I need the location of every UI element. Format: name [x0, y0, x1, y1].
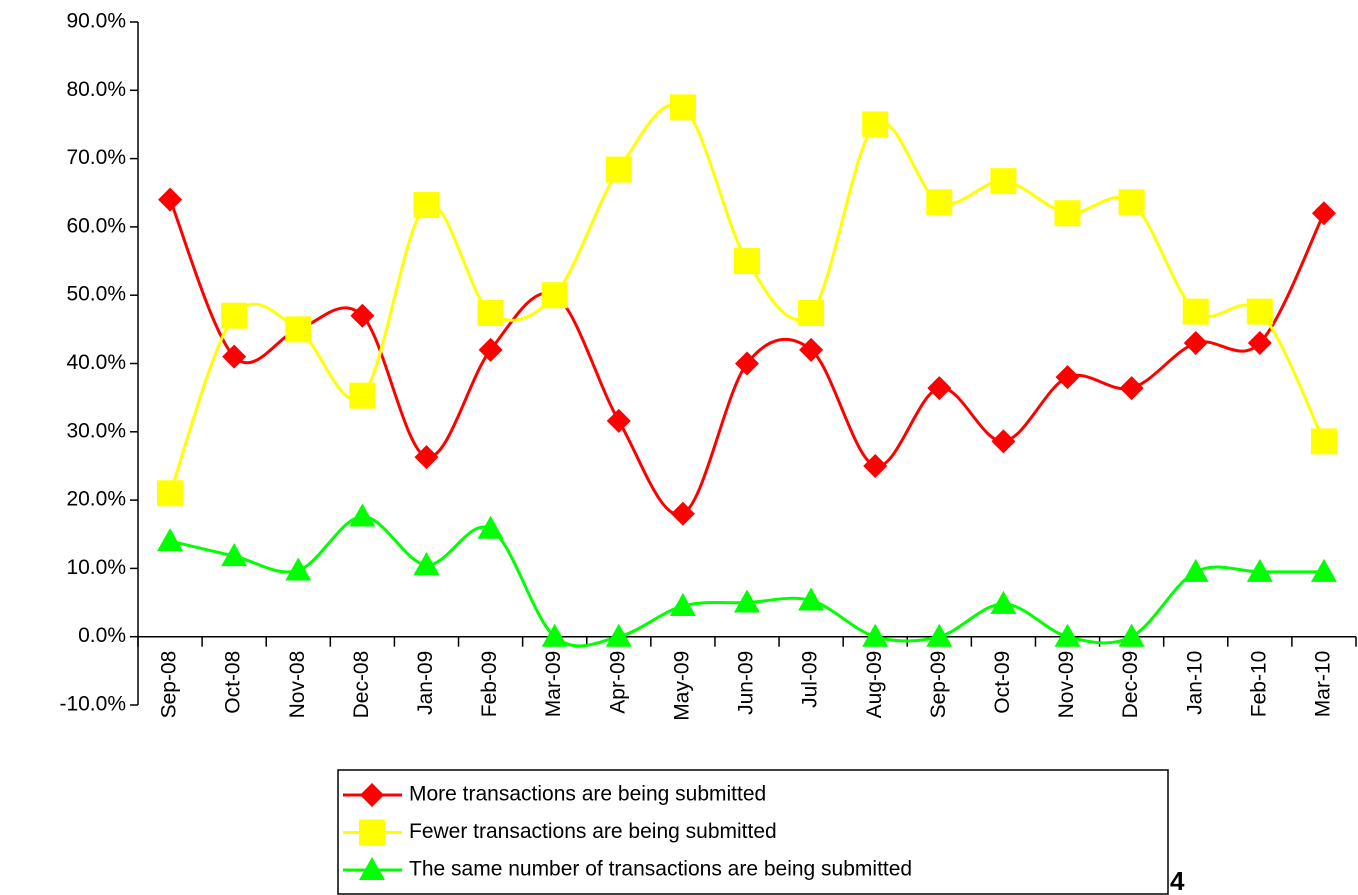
data-point — [222, 344, 247, 369]
data-point — [1311, 201, 1336, 226]
legend-marker — [359, 819, 385, 846]
legend-marker — [360, 783, 384, 807]
data-point — [1054, 623, 1081, 647]
data-point — [221, 302, 248, 329]
legend-box — [337, 769, 1169, 895]
data-point — [1182, 298, 1209, 325]
y-tick-label: 30.0% — [66, 419, 126, 442]
x-tick-label: Sep-09 — [927, 651, 950, 719]
data-point — [413, 192, 440, 219]
x-tick-label: Aug-09 — [863, 651, 886, 719]
data-point — [477, 299, 504, 326]
x-tick-label: Nov-08 — [286, 651, 309, 719]
data-point — [414, 445, 439, 470]
y-tick-label: 10.0% — [66, 556, 126, 579]
series-line — [168, 103, 1326, 494]
data-point — [1310, 428, 1337, 455]
data-point — [1246, 298, 1273, 325]
data-point — [798, 587, 825, 611]
data-point — [798, 299, 825, 326]
legend-label: More transactions are being submitted — [409, 783, 766, 806]
data-point — [1183, 331, 1208, 356]
data-point — [221, 543, 248, 567]
data-point — [1054, 200, 1081, 227]
data-point — [349, 503, 376, 527]
data-point — [606, 408, 631, 433]
x-tick-label: Jul-09 — [799, 651, 822, 708]
x-tick-label: May-09 — [670, 651, 693, 721]
x-tick-label: Nov-09 — [1055, 651, 1078, 719]
data-point — [605, 156, 632, 183]
data-point — [926, 623, 953, 647]
y-tick-label: 20.0% — [66, 488, 126, 511]
data-point — [285, 557, 312, 581]
x-tick-label: Feb-09 — [478, 651, 501, 718]
data-point — [157, 528, 184, 552]
y-tick-label: 40.0% — [66, 351, 126, 374]
y-tick-label: 70.0% — [66, 146, 126, 169]
x-tick-label: Oct-08 — [222, 651, 245, 714]
x-tick-label: Dec-08 — [350, 651, 373, 719]
legend-label: Fewer transactions are being submitted — [409, 820, 777, 843]
data-point — [541, 282, 568, 309]
data-point — [669, 592, 696, 616]
x-tick-label: Oct-09 — [991, 651, 1014, 714]
x-tick-label: Jun-09 — [735, 651, 758, 715]
y-tick-label: -10.0% — [59, 693, 126, 716]
data-point — [157, 480, 184, 507]
data-point — [863, 453, 888, 478]
data-point — [605, 623, 632, 647]
y-tick-label: 60.0% — [66, 214, 126, 237]
data-point — [990, 590, 1017, 614]
data-point — [477, 515, 504, 539]
data-point — [1055, 365, 1080, 390]
data-point — [1119, 376, 1144, 401]
data-point — [862, 623, 889, 647]
data-point — [350, 303, 375, 328]
x-tick-label: Apr-09 — [606, 651, 629, 714]
data-point — [349, 382, 376, 409]
x-tick-label: Sep-08 — [158, 651, 181, 719]
x-tick-label: Mar-09 — [542, 651, 565, 718]
x-tick-label: Dec-09 — [1119, 651, 1142, 719]
data-point — [478, 337, 503, 362]
data-point — [1246, 558, 1273, 582]
data-point — [541, 623, 568, 647]
data-point — [1310, 558, 1337, 582]
data-point — [862, 111, 889, 138]
data-point — [735, 351, 759, 376]
data-point — [734, 248, 760, 275]
data-point — [1118, 623, 1145, 647]
legend-label: The same number of transactions are bein… — [409, 858, 912, 881]
x-tick-label: Mar-10 — [1311, 651, 1334, 718]
data-point — [734, 589, 760, 613]
data-point — [670, 501, 695, 526]
data-point — [991, 429, 1016, 454]
series-line — [169, 514, 1324, 648]
data-point — [927, 376, 952, 401]
x-tick-label: Feb-10 — [1247, 651, 1270, 718]
data-point — [1118, 189, 1145, 216]
data-point — [926, 189, 953, 216]
y-tick-label: 90.0% — [66, 10, 126, 33]
page-number: 4 — [1170, 866, 1185, 895]
y-tick-label: 80.0% — [66, 78, 126, 101]
x-tick-label: Jan-10 — [1183, 651, 1206, 715]
data-point — [669, 94, 696, 121]
data-point — [1247, 331, 1272, 356]
y-tick-label: 50.0% — [66, 283, 126, 306]
x-tick-label: Jan-09 — [414, 651, 437, 715]
data-point — [158, 187, 183, 212]
data-point — [990, 168, 1017, 195]
legend-marker — [359, 857, 385, 880]
y-tick-label: 0.0% — [78, 624, 126, 647]
data-point — [1182, 558, 1209, 582]
data-point — [799, 337, 824, 362]
data-point — [285, 316, 312, 343]
data-point — [413, 551, 440, 575]
